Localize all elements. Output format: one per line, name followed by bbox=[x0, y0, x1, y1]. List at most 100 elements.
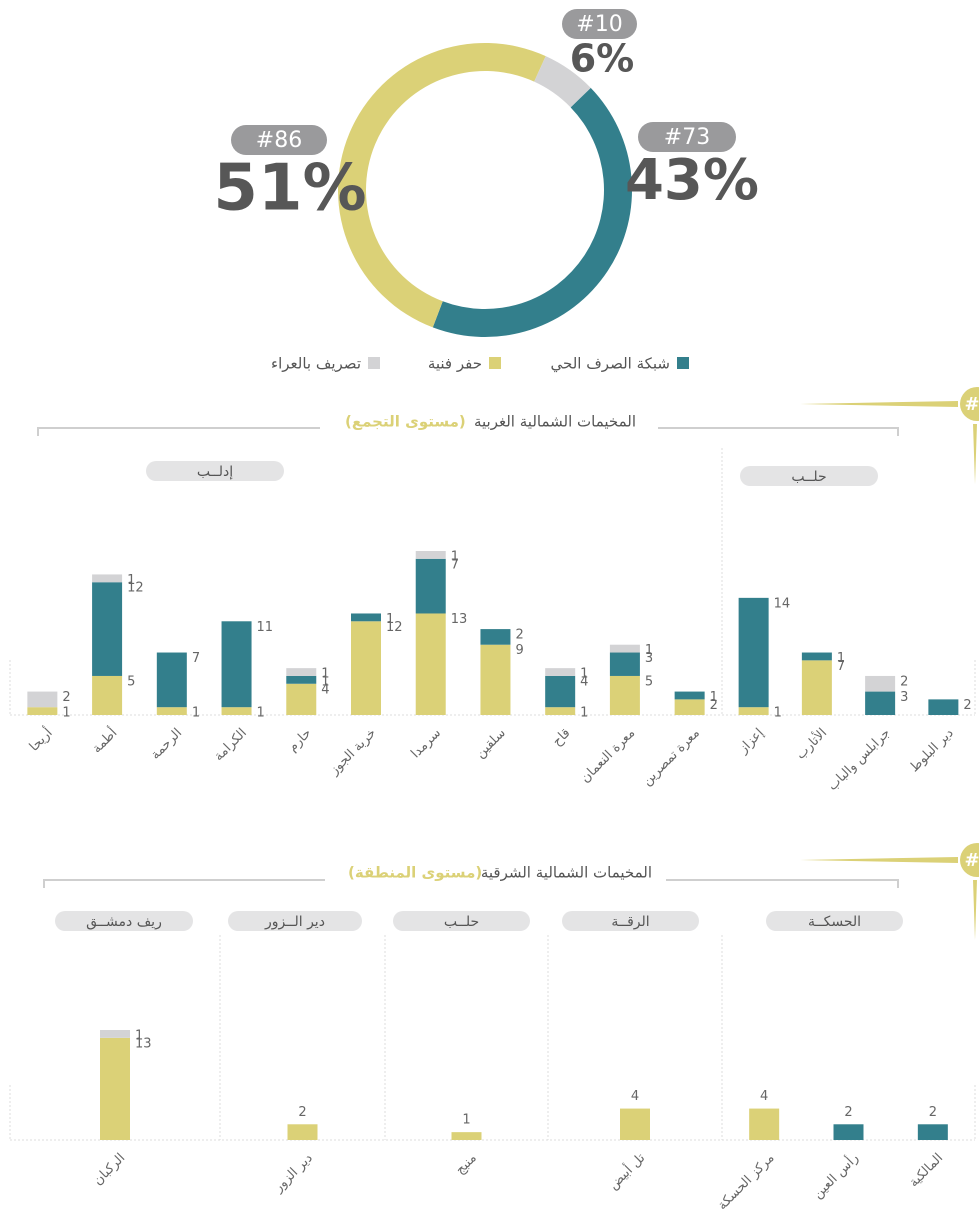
bar-segment bbox=[480, 644, 511, 715]
donut-segment bbox=[432, 87, 632, 337]
bar-segment bbox=[92, 582, 123, 676]
value-label: 14 bbox=[774, 596, 791, 611]
bar-segment bbox=[833, 1124, 864, 1140]
chart-subtitle: (مستوى التجمع) bbox=[345, 413, 466, 431]
donut-segment bbox=[338, 43, 546, 328]
bar-segment bbox=[415, 558, 446, 614]
value-label: 4 bbox=[580, 674, 588, 689]
percent-label: 6% bbox=[570, 37, 635, 81]
x-tick-label: إعزاز bbox=[736, 726, 767, 757]
value-label: 7 bbox=[192, 651, 200, 666]
bar-segment bbox=[738, 597, 769, 708]
value-label: 1 bbox=[386, 612, 394, 627]
x-tick-label: الكرامة bbox=[211, 726, 250, 765]
percent-label: 43% bbox=[625, 148, 759, 213]
value-label: 1 bbox=[321, 674, 329, 689]
bar-segment bbox=[928, 699, 959, 715]
bar-segment bbox=[674, 699, 705, 715]
x-tick-label: دير البلوط bbox=[907, 726, 957, 776]
x-tick-label: الركبان bbox=[91, 1151, 129, 1189]
bar-segment bbox=[156, 652, 187, 708]
x-tick-label: منبج bbox=[453, 1151, 480, 1178]
x-tick-label: دير الزور bbox=[271, 1151, 316, 1196]
group-pill bbox=[55, 911, 193, 931]
value-label: 2 bbox=[929, 1105, 937, 1120]
x-tick-label: معرة تمصرين bbox=[640, 726, 703, 789]
group-label: حلــب bbox=[791, 469, 826, 485]
bar-segment bbox=[415, 551, 446, 559]
bar-segment bbox=[27, 691, 58, 708]
legend-swatch bbox=[677, 357, 689, 369]
x-tick-label: تل أبيض bbox=[605, 1149, 649, 1193]
value-label: 1 bbox=[580, 706, 588, 721]
marker-line bbox=[973, 424, 977, 484]
bar-segment bbox=[801, 660, 832, 715]
bar-segment bbox=[609, 675, 640, 715]
legend-label: حفر فنية bbox=[428, 355, 482, 373]
bar-segment bbox=[738, 707, 769, 715]
x-tick-label: جرابلس والباب bbox=[825, 726, 893, 794]
bar-segment bbox=[221, 621, 252, 708]
count-pill bbox=[231, 125, 327, 155]
count-label: #86 bbox=[256, 128, 302, 153]
marker-text: # bbox=[964, 394, 979, 415]
bar-segment bbox=[609, 652, 640, 676]
bar-segment bbox=[156, 707, 187, 715]
value-label: 11 bbox=[257, 620, 274, 635]
value-label: 1 bbox=[192, 706, 200, 721]
value-label: 3 bbox=[645, 651, 653, 666]
value-label: 1 bbox=[462, 1113, 470, 1128]
x-tick-label: مركز الحسكة bbox=[715, 1151, 777, 1211]
bar-segment bbox=[674, 691, 705, 700]
value-label: 2 bbox=[298, 1105, 306, 1120]
group-pill bbox=[393, 911, 530, 931]
value-label: 5 bbox=[127, 674, 135, 689]
group-label: حلــب bbox=[444, 914, 479, 930]
bar-segment bbox=[221, 707, 252, 715]
value-label: 9 bbox=[515, 643, 523, 658]
marker-circle bbox=[960, 843, 979, 877]
bar-segment bbox=[351, 613, 381, 622]
donut-segment bbox=[534, 56, 591, 108]
count-label: #10 bbox=[576, 12, 622, 37]
value-label: 4 bbox=[760, 1089, 768, 1104]
group-pill bbox=[146, 461, 284, 481]
x-tick-label: رأس العين bbox=[809, 1149, 862, 1202]
legend-label: شبكة الصرف الحي bbox=[551, 355, 670, 374]
bar-segment bbox=[480, 629, 511, 645]
count-pill bbox=[562, 9, 637, 39]
x-tick-label: حارم bbox=[285, 726, 314, 755]
value-label: 1 bbox=[774, 706, 782, 721]
marker-text: # bbox=[964, 850, 979, 871]
value-label: 2 bbox=[710, 698, 718, 713]
x-tick-label: سرمدا bbox=[408, 726, 444, 762]
value-label: 5 bbox=[645, 674, 653, 689]
value-label: 1 bbox=[257, 706, 265, 721]
bar-segment bbox=[545, 675, 576, 708]
bar-segment bbox=[545, 668, 576, 676]
value-label: 1 bbox=[645, 643, 653, 658]
bar-segment bbox=[351, 621, 381, 715]
group-pill bbox=[562, 911, 699, 931]
value-label: 1 bbox=[135, 1029, 143, 1044]
chart-subtitle: (مستوى المنطقة) bbox=[348, 864, 482, 882]
x-tick-label: الأتارب bbox=[792, 724, 830, 762]
bar-segment bbox=[451, 1132, 482, 1140]
value-label: 1 bbox=[321, 667, 329, 682]
bar-segment bbox=[415, 613, 446, 715]
chart-title: المخيمات الشمالية الغربية bbox=[474, 413, 636, 431]
value-label: 4 bbox=[321, 682, 329, 697]
percent-label: 51% bbox=[213, 152, 366, 226]
group-label: إدلــب bbox=[197, 464, 233, 480]
bar-segment bbox=[286, 675, 317, 684]
group-label: دير الــزور bbox=[264, 914, 325, 930]
marker-line bbox=[800, 857, 958, 863]
x-tick-label: معرة النعمان bbox=[578, 726, 638, 786]
bar-segment bbox=[287, 1124, 318, 1140]
value-label: 12 bbox=[386, 620, 403, 635]
x-tick-label: أريحا bbox=[25, 724, 55, 754]
value-label: 13 bbox=[135, 1036, 152, 1051]
value-label: 2 bbox=[963, 698, 971, 713]
